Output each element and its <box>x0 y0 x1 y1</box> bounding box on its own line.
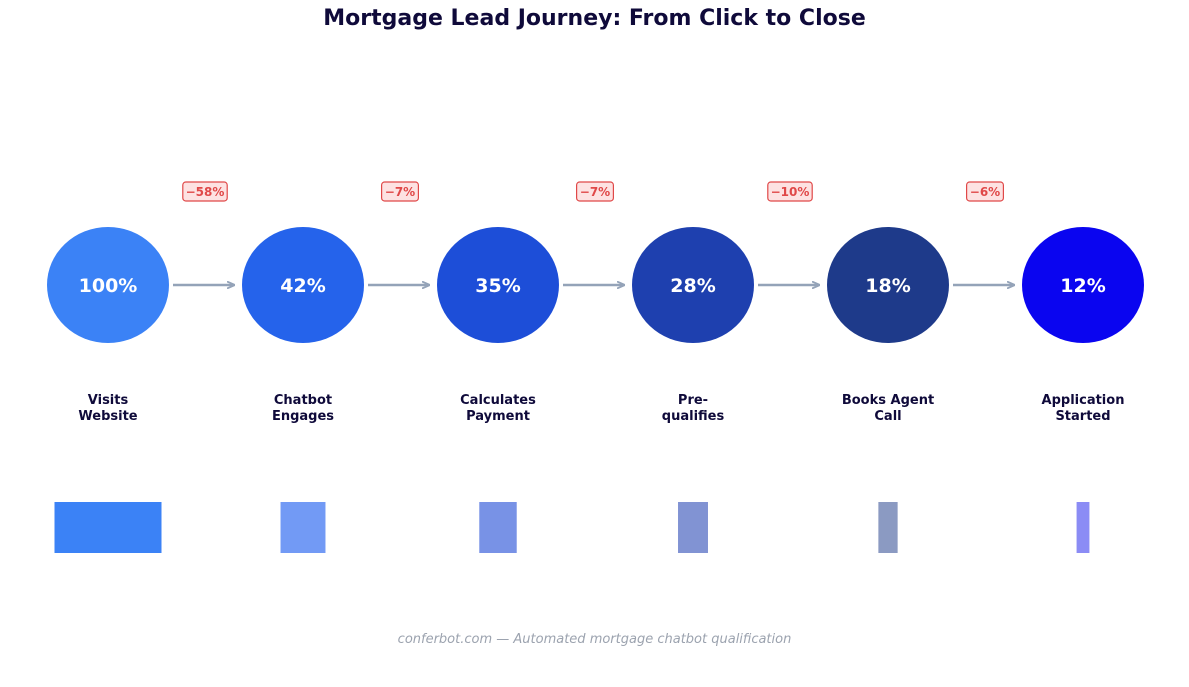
stage-circle <box>437 227 559 343</box>
stage-label: Website <box>78 409 137 424</box>
drop-badge <box>575 181 614 202</box>
stage-bar <box>1076 502 1090 553</box>
stage-label: Chatbot <box>274 393 332 408</box>
drop-badge-label: −10% <box>771 185 810 199</box>
drop-badge <box>381 181 420 202</box>
stage-label: qualifies <box>662 409 725 424</box>
drop-badge-label: −6% <box>970 185 1000 199</box>
stage-circle <box>1022 227 1144 343</box>
stage-label: Started <box>1055 409 1110 424</box>
stage-label: Call <box>874 409 901 424</box>
stage-percent-label: 42% <box>280 275 325 297</box>
stage-circle <box>827 227 949 343</box>
stage-percent-label: 28% <box>670 275 715 297</box>
drop-badge <box>767 181 813 202</box>
stage-circle <box>242 227 364 343</box>
stage-bar <box>678 502 708 553</box>
stage-circle <box>47 227 169 343</box>
stage-bar <box>280 502 326 553</box>
stage-label: Calculates <box>460 393 536 408</box>
stage-label: Books Agent <box>842 393 934 408</box>
stage-percent-label: 100% <box>79 275 138 297</box>
stage-bar <box>479 502 517 553</box>
stage-label: Pre- <box>678 393 708 408</box>
stage-label: Visits <box>88 393 129 408</box>
stage-percent-label: 12% <box>1060 275 1105 297</box>
drop-badge-label: −7% <box>580 185 610 199</box>
stage-circle <box>632 227 754 343</box>
stage-bar <box>878 502 898 553</box>
drop-badge <box>965 181 1004 202</box>
drop-badge <box>182 181 228 202</box>
drop-badge-label: −58% <box>186 185 225 199</box>
chart-title: Mortgage Lead Journey: From Click to Clo… <box>323 6 866 31</box>
stage-label: Application <box>1042 393 1125 408</box>
stage-label: Engages <box>272 409 334 424</box>
footer-caption: conferbot.com — Automated mortgage chatb… <box>397 632 792 647</box>
stage-percent-label: 18% <box>865 275 910 297</box>
stage-percent-label: 35% <box>475 275 520 297</box>
drop-badge-label: −7% <box>385 185 415 199</box>
stage-bar <box>54 502 162 553</box>
stage-label: Payment <box>466 409 530 424</box>
